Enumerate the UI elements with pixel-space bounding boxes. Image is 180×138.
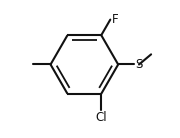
Text: S: S (135, 58, 142, 71)
Text: F: F (111, 13, 118, 26)
Text: Cl: Cl (95, 111, 107, 124)
